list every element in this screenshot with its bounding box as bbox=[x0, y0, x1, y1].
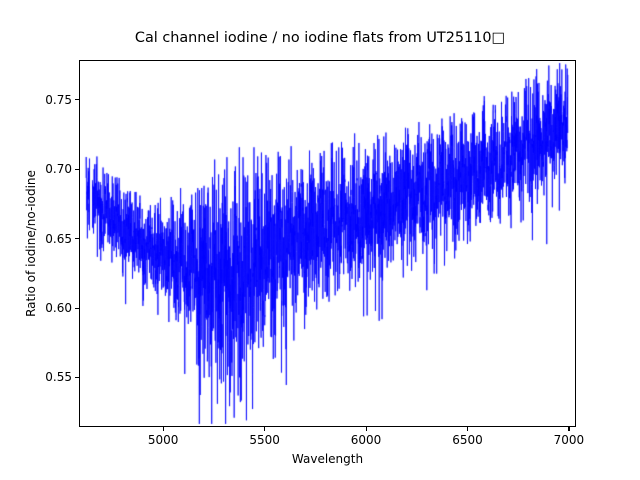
y-tick-label: 0.65 bbox=[45, 231, 72, 246]
y-tick-mark bbox=[75, 376, 79, 379]
x-tick-mark bbox=[264, 427, 266, 431]
x-tick-label: 6500 bbox=[452, 433, 483, 447]
y-tick-label: 0.55 bbox=[45, 370, 72, 385]
x-tick-mark bbox=[568, 427, 570, 431]
x-axis-label: Wavelength bbox=[291, 452, 364, 466]
x-tick-label: 5500 bbox=[249, 433, 280, 447]
x-tick-mark bbox=[466, 427, 469, 431]
x-tick-label: 5000 bbox=[147, 433, 179, 447]
y-tick-label: 0.75 bbox=[45, 92, 72, 107]
plot-area bbox=[79, 60, 576, 427]
y-tick-mark bbox=[75, 307, 79, 309]
y-tick-label: 0.70 bbox=[45, 162, 72, 177]
x-tick-label: 6000 bbox=[350, 433, 382, 447]
y-tick-mark bbox=[75, 99, 79, 101]
y-tick-mark bbox=[75, 238, 79, 240]
y-tick-label: 0.60 bbox=[45, 301, 72, 316]
y-axis-label: Ratio of iodine/no-iodine bbox=[24, 170, 38, 317]
y-tick-mark bbox=[75, 168, 79, 170]
spectrum-line-series bbox=[80, 61, 575, 426]
x-tick-mark bbox=[365, 427, 367, 431]
page-title: Cal channel iodine / no iodine flats fro… bbox=[134, 30, 506, 46]
x-tick-label: 7000 bbox=[553, 433, 585, 447]
x-tick-mark bbox=[162, 427, 164, 431]
